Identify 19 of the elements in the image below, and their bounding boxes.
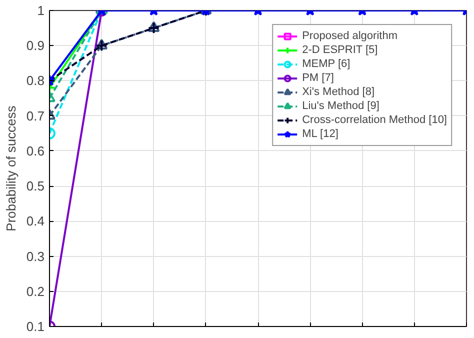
legend-label: ML [12]: [302, 128, 338, 140]
y-tick-label: 1: [37, 3, 45, 18]
legend-label: Cross-correlation Method [10]: [302, 114, 447, 126]
legend-label: Proposed algorithm: [302, 30, 398, 42]
y-tick-label: 0.1: [26, 319, 45, 334]
legend-label: Xi's Method [8]: [302, 86, 375, 98]
y-axis-title: Probability of success: [3, 105, 18, 232]
y-tick-label: 0.6: [26, 143, 45, 158]
y-tick-label: 0.7: [26, 108, 45, 124]
legend-label: MEMP [6]: [302, 58, 350, 70]
y-tick-label: 0.3: [26, 248, 45, 264]
y-tick-label: 0.2: [26, 284, 45, 299]
y-tick-label: 0.8: [26, 73, 45, 88]
legend-label: 2-D ESPRIT [5]: [302, 44, 378, 56]
legend-label: Liu's Method [9]: [302, 100, 380, 112]
y-tick-label: 0.4: [26, 214, 45, 229]
y-tick-label: 0.9: [26, 38, 45, 54]
y-tick-label: 0.5: [26, 178, 45, 194]
legend-label: PM [7]: [302, 72, 334, 84]
